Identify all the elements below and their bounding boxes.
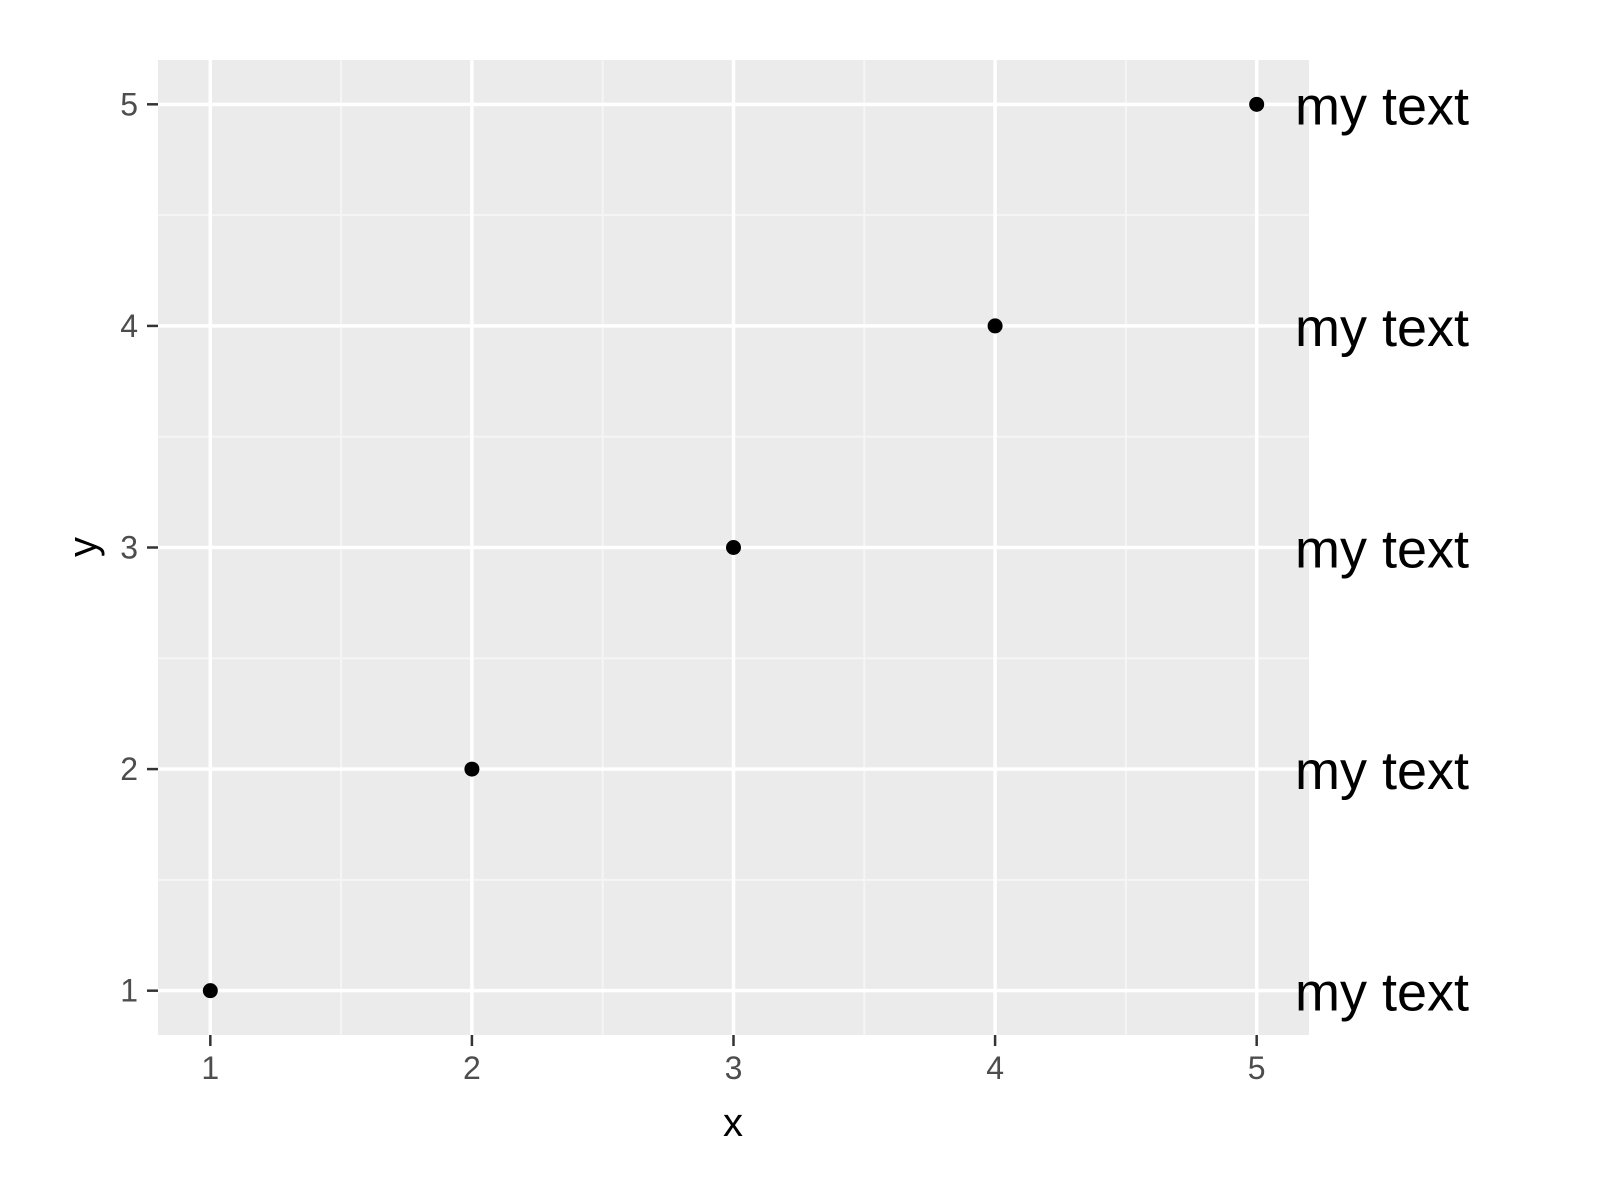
x-axis-title: x bbox=[723, 1101, 743, 1145]
data-point bbox=[202, 983, 218, 999]
data-point-label: my text bbox=[1295, 963, 1469, 1023]
y-axis-tick-label: 3 bbox=[120, 530, 138, 566]
y-axis-tick-label: 5 bbox=[120, 86, 138, 122]
data-points bbox=[202, 96, 1265, 999]
y-axis-tick-label: 4 bbox=[120, 308, 138, 344]
y-axis-tick-label: 2 bbox=[120, 751, 138, 787]
data-point bbox=[987, 318, 1003, 334]
x-axis-tick-label: 2 bbox=[463, 1050, 481, 1086]
x-axis-tick-label: 1 bbox=[201, 1050, 219, 1086]
data-point bbox=[726, 540, 741, 555]
y-axis-tick-label: 1 bbox=[120, 973, 138, 1009]
x-axis-tick-label: 3 bbox=[725, 1050, 743, 1086]
y-axis-tick-labels: 1 2 3 4 5 bbox=[120, 86, 138, 1008]
data-point bbox=[464, 761, 480, 777]
data-point-label: my text bbox=[1295, 741, 1469, 801]
data-point-label: my text bbox=[1295, 76, 1469, 136]
x-axis-tick-label: 5 bbox=[1248, 1050, 1266, 1086]
x-axis-tick-label: 4 bbox=[986, 1050, 1004, 1086]
axis-ticks bbox=[147, 103, 1258, 1046]
data-point-labels: my text my text my text my text my text bbox=[1295, 76, 1469, 1022]
data-point bbox=[1249, 96, 1265, 112]
y-axis-title: y bbox=[61, 537, 105, 557]
data-point-label: my text bbox=[1295, 298, 1469, 358]
data-point-label: my text bbox=[1295, 520, 1469, 580]
x-axis-tick-labels: 1 2 3 4 5 bbox=[201, 1050, 1265, 1086]
